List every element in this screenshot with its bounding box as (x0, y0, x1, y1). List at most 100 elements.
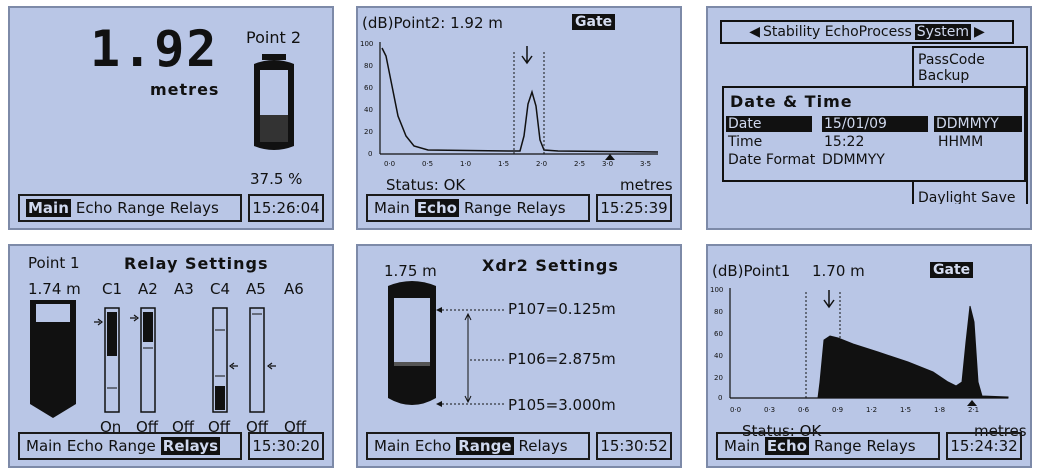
gate-badge[interactable]: Gate (930, 262, 974, 278)
p107-value[interactable]: P107=0.125m (508, 300, 616, 318)
menu-main[interactable]: Main (724, 437, 760, 455)
x-tick: 0·6 (798, 406, 810, 414)
echo-status: Status: OK (386, 176, 466, 194)
y-tick: 100 (710, 286, 723, 294)
menu-range[interactable]: Range (813, 437, 862, 455)
y-tick: 80 (714, 308, 723, 316)
date-row[interactable]: Date 15/01/09 DDMMYY (726, 116, 1022, 134)
x-axis-unit: metres (974, 422, 1027, 440)
menu-echo[interactable]: Echo (764, 437, 809, 455)
x-axis-unit: metres (620, 176, 673, 194)
menu-range[interactable]: Range (463, 199, 512, 217)
relay-bar-a2 (130, 307, 156, 413)
time-format: HHMM (938, 134, 984, 150)
y-tick: 40 (714, 352, 723, 360)
date-format-label: Date Format (728, 152, 816, 168)
echo-level: 1.70 m (812, 262, 865, 280)
x-tick: 2·1 (968, 406, 979, 414)
date-format: DDMMYY (934, 116, 1022, 132)
x-tick: 0·5 (422, 160, 433, 168)
menu-bar: Main Echo Range Relays (366, 432, 590, 460)
echo-plot: 100 80 60 40 20 0 0·0 0·5 1·0 1·5 2·0 2·… (360, 40, 659, 168)
tab-names[interactable]: Stability EchoProcess (762, 24, 912, 40)
tab-right-arrow[interactable]: ▶ (974, 24, 985, 40)
clock: 15:24:32 (946, 432, 1022, 460)
menu-relays[interactable]: Relays (160, 437, 221, 455)
menu-range[interactable]: Range (108, 437, 156, 455)
gate-badge[interactable]: Gate (572, 14, 616, 30)
y-tick: 20 (714, 374, 723, 382)
menu-bar: Main Echo Range Relays (18, 194, 242, 222)
x-tick: 2·0 (536, 160, 547, 168)
echo-trace (730, 305, 1009, 399)
echo-marker-arrow (521, 46, 533, 65)
y-tick: 0 (718, 394, 722, 402)
p105-value[interactable]: P105=3.000m (508, 396, 616, 414)
relay-state: Off (208, 418, 231, 436)
percent-value: 37.5 % (250, 170, 303, 188)
x-tick: 0·3 (764, 406, 775, 414)
level-unit: metres (150, 80, 220, 99)
menu-echo[interactable]: Echo (414, 199, 459, 217)
menu-range[interactable]: Range (117, 199, 165, 217)
relay-graphic (30, 300, 276, 418)
relay-name: A6 (284, 280, 304, 298)
dialog-title: Date & Time (730, 92, 853, 111)
relay-name: A5 (246, 280, 266, 298)
xdr-graphic (388, 281, 506, 407)
p106-value[interactable]: P106=2.875m (508, 350, 616, 368)
echo-marker-arrow (823, 290, 835, 309)
time-value[interactable]: 15:22 (824, 134, 865, 150)
menu-echo[interactable]: Echo (75, 199, 113, 217)
level-value: 1.74 m (28, 280, 81, 298)
menu-main[interactable]: Main (26, 199, 71, 217)
date-label: Date (726, 116, 812, 132)
tank-fill-level (260, 115, 288, 142)
menu-bar: Main Echo Range Relays (366, 194, 590, 222)
panel-echo-point1: (dB)Point1 1.70 m Gate 100 80 60 40 20 0… (706, 244, 1032, 468)
tab-strip: ◀ Stability EchoProcess System ▶ (720, 20, 1014, 44)
relay-name: C4 (210, 280, 231, 298)
clock: 15:25:39 (596, 194, 672, 222)
menu-relays[interactable]: Relays (516, 199, 566, 217)
x-tick: 0·9 (832, 406, 843, 414)
range-marker (967, 400, 977, 406)
echo-title: (dB)Point2: 1.92 m (362, 14, 503, 32)
date-format-row[interactable]: Date Format DDMMYY (726, 152, 1022, 170)
echo-plot: 100 80 60 40 20 0 0·0 0·3 0·6 0·9 1·2 1·… (710, 286, 1009, 414)
menu-relays[interactable]: Relays (518, 437, 568, 455)
range-marker (605, 154, 615, 160)
tab-system[interactable]: System (914, 24, 972, 40)
menu-main[interactable]: Main (26, 437, 62, 455)
date-format-value[interactable]: DDMMYY (822, 152, 885, 168)
relay-name: A3 (174, 280, 194, 298)
menu-item-daylight-save[interactable]: Daylight Save (918, 190, 1016, 204)
menu-range[interactable]: Range (456, 437, 514, 455)
menu-main[interactable]: Main (374, 199, 410, 217)
y-tick: 60 (714, 330, 723, 338)
menu-main[interactable]: Main (374, 437, 410, 455)
x-tick: 0·0 (384, 160, 395, 168)
menu-relays[interactable]: Relays (169, 199, 219, 217)
menu-item-passcode[interactable]: PassCode (918, 52, 985, 68)
relay-state: Off (284, 418, 307, 436)
echo-status: Status: OK (742, 422, 822, 440)
tab-left-arrow[interactable]: ◀ (749, 24, 760, 40)
date-value[interactable]: 15/01/09 (822, 116, 928, 132)
menu-echo[interactable]: Echo (66, 437, 104, 455)
time-label: Time (728, 134, 763, 150)
menu-relays[interactable]: Relays (866, 437, 916, 455)
xdr-title: Xdr2 Settings (482, 256, 619, 275)
panel-main-display: 1.92 metres Point 2 37.5 % Main Echo Ran… (8, 6, 334, 230)
point-label: Point 1 (28, 254, 80, 272)
x-tick: 1·0 (460, 160, 471, 168)
echo-trace (381, 47, 659, 153)
menu-item-backup[interactable]: Backup (918, 68, 970, 84)
menu-echo[interactable]: Echo (414, 437, 452, 455)
x-tick: 1·5 (498, 160, 509, 168)
time-row[interactable]: Time 15:22 HHMM (726, 134, 1022, 152)
relay-name: C1 (102, 280, 123, 298)
panel-system-datetime: ◀ Stability EchoProcess System ▶ PassCod… (706, 6, 1032, 230)
point-label: Point 2 (246, 28, 301, 47)
menu-bar: Main Echo Range Relays (716, 432, 940, 460)
